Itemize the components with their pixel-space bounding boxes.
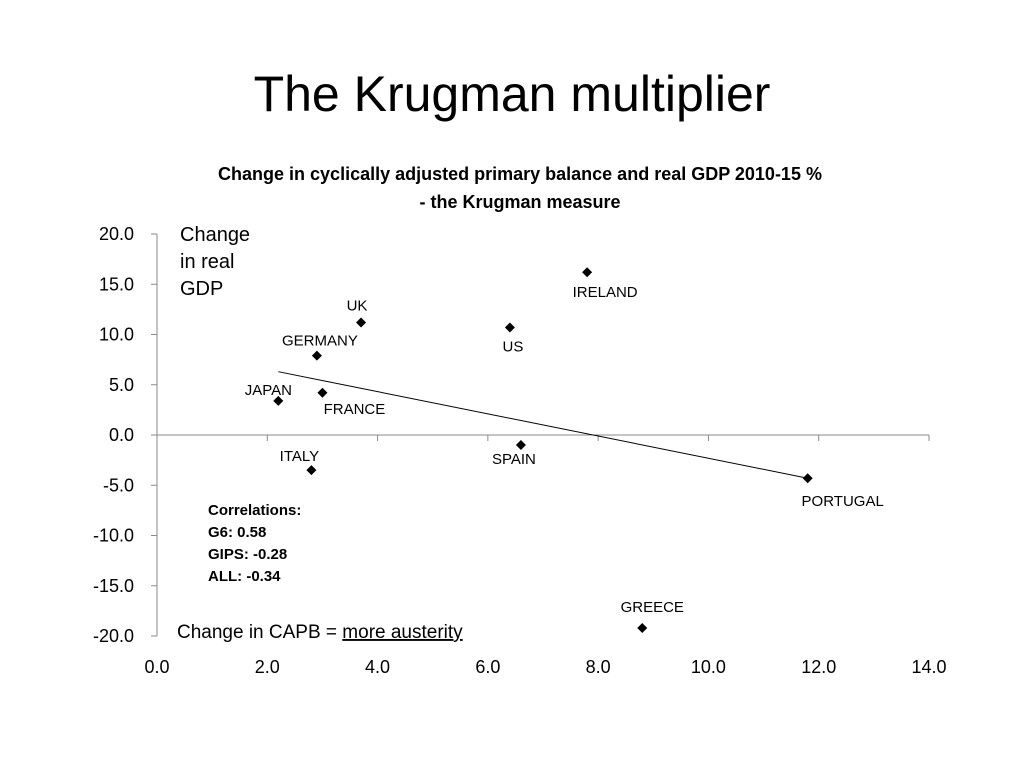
slide-title: The Krugman multiplier [253,66,771,122]
y-tick-label: -10.0 [93,526,134,546]
points-group [273,267,813,633]
point-label-japan: JAPAN [245,382,292,399]
x-tick-label: 8.0 [586,657,611,677]
y-tick-label: -5.0 [103,475,134,495]
correlations-heading: Correlations: [208,502,301,519]
data-point-us [504,322,515,333]
data-point-greece [637,622,648,633]
x-tick-label: 4.0 [365,657,390,677]
y-tick-labels: 20.0 15.0 10.0 5.0 0.0 -5.0 -10.0 -15.0 -20.0 [93,224,134,646]
chart-title: Change in cyclically adjusted primary ba… [150,160,890,216]
point-label-germany: GERMANY [282,333,358,350]
x-tick-label: 12.0 [801,657,836,677]
x-tick-label: 10.0 [691,657,726,677]
x-tick-label: 2.0 [255,657,280,677]
data-point-spain [515,440,526,451]
point-labels: UK IRELAND GERMANY US JAPAN FRANCE ITALY SPAIN P… [245,284,884,616]
chart-title-line-2: - the Krugman measure [419,192,621,212]
y-tick-label: 15.0 [99,274,134,294]
y-tick-label: 0.0 [109,425,134,445]
y-axis-label-line-1: Change [180,224,250,246]
y-tick-label: 20.0 [99,224,134,244]
y-axis-label-line-2: in real [180,251,234,273]
chart-title-line-1: Change in cyclically adjusted primary ba… [218,164,822,184]
correlation-g6: G6: 0.58 [208,524,266,541]
point-label-uk: UK [347,297,368,314]
trendline [278,371,808,479]
y-tick-label: -15.0 [93,576,134,596]
y-tick-label: 5.0 [109,375,134,395]
correlation-all: ALL: -0.34 [208,568,281,585]
y-tick-label: -20.0 [93,626,134,646]
x-tick-label: 6.0 [475,657,500,677]
point-label-us: US [502,338,523,355]
correlation-gips: GIPS: -0.28 [208,546,287,563]
x-axis-label-prefix: Change in CAPB = [177,622,342,643]
point-label-france: FRANCE [324,401,386,418]
x-axis-label: Change in CAPB = more austerity [177,622,463,643]
data-point-uk [356,317,367,328]
point-label-italy: ITALY [280,448,319,465]
point-label-portugal: PORTUGAL [802,493,884,510]
axes-group [151,233,930,637]
point-label-greece: GREECE [621,599,684,616]
point-label-ireland: IRELAND [573,284,638,301]
y-tick-label: 10.0 [99,325,134,345]
y-axis-label-line-3: GDP [180,278,223,300]
x-axis-label-emphasis: more austerity [342,622,463,643]
data-point-ireland [582,267,593,278]
data-point-france [317,387,328,398]
trendline-group [278,371,808,479]
data-point-italy [306,465,317,476]
data-point-japan [273,395,284,406]
x-tick-label: 14.0 [911,657,946,677]
x-tick-label: 0.0 [144,657,169,677]
x-tick-labels: 0.0 2.0 4.0 6.0 8.0 10.0 12.0 14.0 [144,657,946,677]
data-point-germany [311,350,322,361]
point-label-spain: SPAIN [492,451,536,468]
data-point-portugal [802,473,813,484]
